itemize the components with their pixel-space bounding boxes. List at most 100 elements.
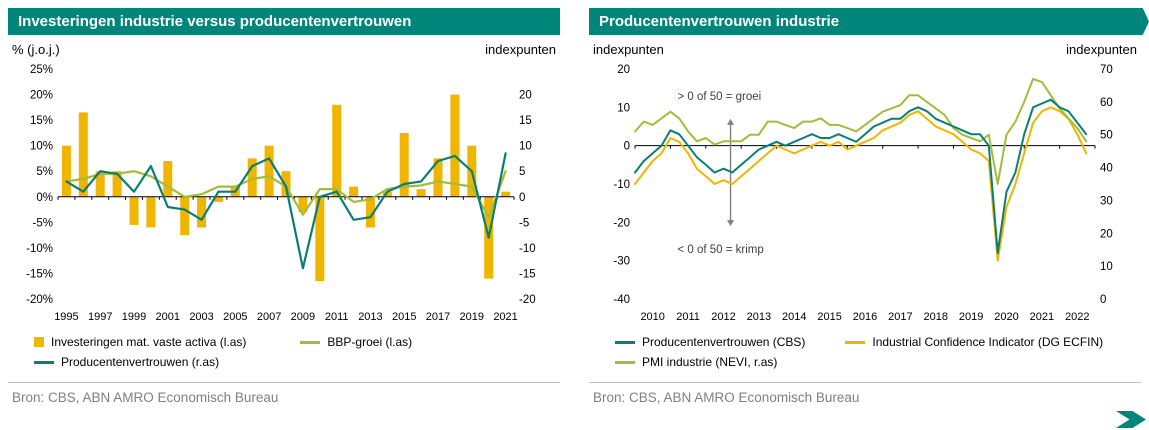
svg-text:2011: 2011 — [676, 311, 700, 323]
svg-text:2015: 2015 — [392, 311, 416, 323]
axis-title-row-left: % (j.o.j.) indexpunten — [8, 35, 560, 59]
right-axis-title: indexpunten — [485, 42, 556, 57]
bar-swatch-icon — [34, 337, 44, 347]
panel-investeringen: Investeringen industrie versus producent… — [8, 8, 560, 405]
svg-text:0: 0 — [1100, 294, 1106, 306]
svg-text:-10: -10 — [519, 243, 536, 255]
legend-row: Producentenvertrouwen (r.as) — [34, 352, 560, 372]
svg-text:20: 20 — [617, 64, 630, 76]
legend-item-ici: Industrial Confidence Indicator (DG ECFI… — [845, 335, 1103, 349]
svg-text:2010: 2010 — [640, 311, 664, 323]
svg-text:2001: 2001 — [156, 311, 180, 323]
legend-label: Producentenvertrouwen (r.as) — [61, 355, 220, 369]
svg-text:-20: -20 — [519, 294, 536, 306]
svg-text:10: 10 — [1100, 261, 1113, 273]
svg-text:-40: -40 — [613, 294, 630, 306]
investeringen-chart: 25%20%15%10%5%0%-5%-10%-15%-20%20151050-… — [26, 64, 536, 323]
svg-text:2003: 2003 — [189, 311, 213, 323]
svg-text:10: 10 — [617, 102, 630, 114]
panel-header-left: Investeringen industrie versus producent… — [8, 8, 560, 35]
svg-text:-20%: -20% — [26, 294, 53, 306]
legend-label: PMI industrie (NEVI, r.as) — [642, 355, 778, 369]
svg-text:2020: 2020 — [994, 311, 1018, 323]
source-note-right: Bron: CBS, ABN AMRO Economisch Bureau — [589, 382, 1141, 405]
line-swatch-icon — [615, 360, 635, 364]
line-swatch-icon — [34, 360, 54, 364]
legend-right: Producentenvertrouwen (CBS) Industrial C… — [589, 332, 1141, 372]
svg-text:0%: 0% — [36, 192, 53, 204]
legend-row: Producentenvertrouwen (CBS) Industrial C… — [615, 332, 1141, 352]
legend-item-investeringen: Investeringen mat. vaste activa (l.as) — [34, 335, 246, 349]
legend-label: Investeringen mat. vaste activa (l.as) — [51, 335, 247, 349]
svg-text:-30: -30 — [613, 256, 630, 268]
source-note-left: Bron: CBS, ABN AMRO Economisch Bureau — [8, 382, 560, 405]
legend-label: BBP-groei (l.as) — [327, 335, 413, 349]
svg-text:20: 20 — [1100, 228, 1113, 240]
svg-text:2016: 2016 — [853, 311, 877, 323]
svg-text:2021: 2021 — [1030, 311, 1054, 323]
svg-text:-10%: -10% — [26, 243, 53, 255]
panel-producentenvertrouwen: Producentenvertrouwen industrie indexpun… — [589, 8, 1141, 405]
left-axis-title: indexpunten — [593, 42, 664, 57]
svg-text:1999: 1999 — [122, 311, 146, 323]
svg-text:20%: 20% — [30, 90, 53, 102]
legend-row: Investeringen mat. vaste activa (l.as) B… — [34, 332, 560, 352]
line-swatch-icon — [300, 340, 321, 344]
svg-text:-15: -15 — [519, 268, 536, 280]
svg-text:2017: 2017 — [888, 311, 912, 323]
legend-label: Industrial Confidence Indicator (DG ECFI… — [872, 335, 1104, 349]
legend-item-pmi: PMI industrie (NEVI, r.as) — [615, 355, 777, 369]
svg-text:> 0 of 50 = groei: > 0 of 50 = groei — [677, 91, 761, 103]
svg-text:2009: 2009 — [291, 311, 315, 323]
svg-text:1997: 1997 — [88, 311, 112, 323]
svg-text:-10: -10 — [613, 179, 630, 191]
left-axis-title: % (j.o.j.) — [12, 42, 60, 57]
legend-left: Investeringen mat. vaste activa (l.as) B… — [8, 332, 560, 372]
axis-title-row-right: indexpunten indexpunten — [589, 35, 1141, 59]
svg-text:2019: 2019 — [460, 311, 484, 323]
svg-text:< 0 of 50 = krimp: < 0 of 50 = krimp — [677, 244, 763, 256]
legend-label: Producentenvertrouwen (CBS) — [642, 335, 806, 349]
svg-text:2014: 2014 — [782, 311, 806, 323]
svg-text:2015: 2015 — [817, 311, 841, 323]
svg-text:10%: 10% — [30, 141, 53, 153]
svg-text:70: 70 — [1100, 64, 1113, 76]
svg-text:-20: -20 — [613, 217, 630, 229]
svg-text:2018: 2018 — [924, 311, 948, 323]
svg-text:2017: 2017 — [426, 311, 450, 323]
line-swatch-icon — [615, 340, 635, 344]
legend-item-producentenvertrouwen: Producentenvertrouwen (r.as) — [34, 355, 219, 369]
svg-text:50: 50 — [1100, 130, 1113, 142]
svg-text:2013: 2013 — [747, 311, 771, 323]
svg-text:2022: 2022 — [1065, 311, 1089, 323]
svg-text:2013: 2013 — [358, 311, 382, 323]
svg-text:1995: 1995 — [54, 311, 78, 323]
svg-text:30: 30 — [1100, 195, 1113, 207]
svg-text:10: 10 — [519, 141, 532, 153]
svg-text:2019: 2019 — [959, 311, 983, 323]
panel-title-left: Investeringen industrie versus producent… — [18, 13, 412, 30]
svg-text:2021: 2021 — [493, 311, 517, 323]
legend-row: PMI industrie (NEVI, r.as) — [615, 352, 1141, 372]
panel-header-right: Producentenvertrouwen industrie — [589, 8, 1141, 35]
svg-text:0: 0 — [519, 192, 525, 204]
svg-text:-15%: -15% — [26, 268, 53, 280]
line-swatch-icon — [845, 340, 866, 344]
legend-item-bbp: BBP-groei (l.as) — [300, 335, 412, 349]
svg-text:2007: 2007 — [257, 311, 281, 323]
chevron-deco-icon — [1116, 411, 1146, 428]
svg-text:60: 60 — [1100, 97, 1113, 109]
chevron-deco-icon — [1135, 8, 1149, 35]
svg-text:5: 5 — [519, 166, 525, 178]
svg-text:2011: 2011 — [325, 311, 349, 323]
panel-title-right: Producentenvertrouwen industrie — [599, 13, 840, 30]
svg-text:25%: 25% — [30, 64, 53, 76]
svg-text:15%: 15% — [30, 115, 53, 127]
svg-text:2012: 2012 — [711, 311, 735, 323]
svg-text:20: 20 — [519, 90, 532, 102]
svg-text:0: 0 — [624, 141, 630, 153]
svg-text:40: 40 — [1100, 163, 1113, 175]
right-axis-title: indexpunten — [1066, 42, 1137, 57]
